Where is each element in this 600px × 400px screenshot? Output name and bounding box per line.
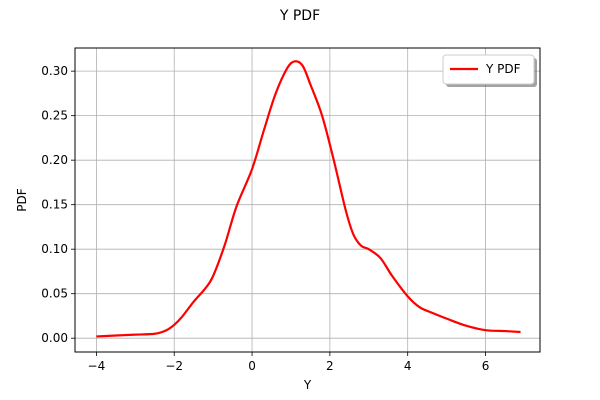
x-axis-label: Y xyxy=(303,378,312,392)
series-group xyxy=(96,60,521,338)
x-tick-label: −2 xyxy=(165,359,183,373)
legend-label: Y PDF xyxy=(485,62,521,76)
series-line xyxy=(96,60,521,338)
y-tick-label: 0.05 xyxy=(41,287,68,301)
grid xyxy=(75,48,540,352)
legend: Y PDF xyxy=(442,54,537,87)
x-tick-label: 0 xyxy=(248,359,256,373)
x-tick-label: 2 xyxy=(326,359,334,373)
y-tick-label: 0.10 xyxy=(41,242,68,256)
axis-ticks: −4 −2 0 2 4 6 0.00 0.05 0.10 0.15 0.20 0.25 0.30 xyxy=(41,64,489,373)
y-tick-label: 0.25 xyxy=(41,109,68,123)
plot-frame xyxy=(74,47,541,353)
y-tick-label: 0.20 xyxy=(41,153,68,167)
x-tick-label: 6 xyxy=(482,359,490,373)
y-tick-label: 0.00 xyxy=(41,331,68,345)
y-tick-label: 0.30 xyxy=(41,64,68,78)
chart-title: Y PDF xyxy=(279,8,320,24)
x-tick-label: 4 xyxy=(404,359,412,373)
y-axis-label: PDF xyxy=(15,188,29,211)
y-tick-label: 0.15 xyxy=(41,198,68,212)
x-tick-label: −4 xyxy=(88,359,106,373)
legend-box xyxy=(442,54,535,85)
